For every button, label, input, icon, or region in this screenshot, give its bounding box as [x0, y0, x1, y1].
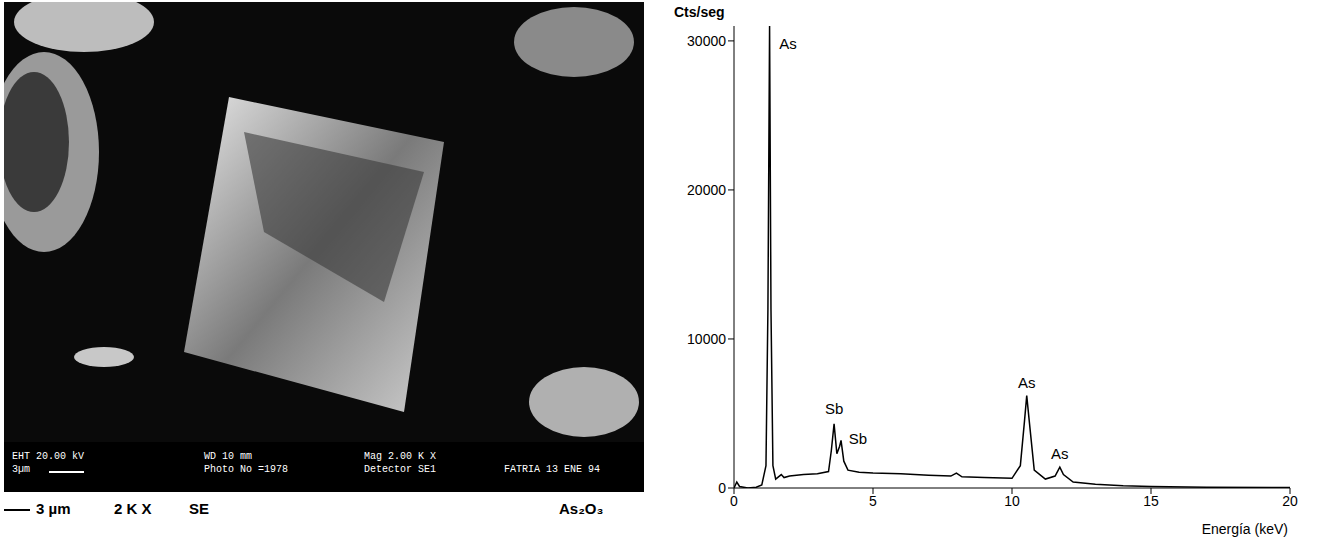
- svg-text:10: 10: [1004, 493, 1020, 509]
- html-text:3 µm: 3 µm: [36, 500, 71, 517]
- html-text:As₂O₃: As₂O₃: [559, 500, 604, 517]
- html-text:Mag 2.00 K X: Mag 2.00 K X: [364, 451, 436, 462]
- svg-text:30000: 30000: [687, 33, 726, 49]
- svg-text:Sb: Sb: [825, 400, 843, 417]
- svg-text:Sb: Sb: [849, 430, 867, 447]
- svg-text:10000: 10000: [687, 331, 726, 347]
- html-text:3µm: 3µm: [12, 464, 30, 475]
- svg-text:As: As: [1051, 445, 1069, 462]
- svg-text:Energía (keV): Energía (keV): [1202, 521, 1288, 537]
- svg-text:15: 15: [1143, 493, 1159, 509]
- svg-text:As: As: [1018, 374, 1036, 391]
- html-text:EHT 20.00 kV: EHT 20.00 kV: [12, 451, 84, 462]
- html-text:2 K X: 2 K X: [114, 500, 152, 517]
- html-text:SE: SE: [189, 500, 209, 517]
- html-text:Photo No =1978: Photo No =1978: [204, 464, 288, 475]
- html-text:FATRIA 13 ENE 94: FATRIA 13 ENE 94: [504, 464, 600, 475]
- svg-text:20000: 20000: [687, 182, 726, 198]
- svg-text:20: 20: [1282, 493, 1298, 509]
- svg-text:As: As: [779, 35, 797, 52]
- svg-text:0: 0: [718, 480, 726, 496]
- html-text:Cts/seg: Cts/seg: [674, 4, 725, 20]
- svg-text:5: 5: [869, 493, 877, 509]
- html-text:WD 10 mm: WD 10 mm: [204, 451, 252, 462]
- html-text:Detector SE1: Detector SE1: [364, 464, 436, 475]
- svg-text:0: 0: [730, 493, 738, 509]
